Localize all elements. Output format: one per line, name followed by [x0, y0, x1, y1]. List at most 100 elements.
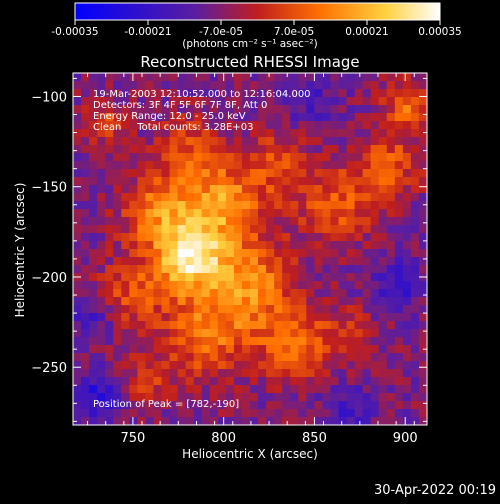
heatmap-cell: [177, 193, 187, 202]
heatmap-cell: [81, 329, 90, 338]
annotation-time-range: 19-Mar-2003 12:10:52.000 to 12:16:04.000: [93, 89, 311, 100]
heatmap-cell: [418, 201, 427, 210]
heatmap-cell: [129, 417, 138, 425]
heatmap-cell: [161, 225, 170, 234]
heatmap-cell: [153, 121, 162, 130]
heatmap-cell: [314, 369, 323, 378]
heatmap-cell: [217, 137, 227, 146]
heatmap-cell: [290, 73, 299, 82]
heatmap-cell: [378, 105, 388, 114]
heatmap-cell: [73, 209, 82, 218]
heatmap-cell: [217, 281, 227, 290]
heatmap-cell: [418, 89, 427, 98]
heatmap-cell: [225, 193, 235, 202]
heatmap-cell: [386, 81, 396, 90]
heatmap-cell: [258, 225, 267, 234]
heatmap-cell: [258, 297, 267, 306]
heatmap-cell: [298, 393, 307, 402]
heatmap-cell: [225, 73, 235, 82]
heatmap-cell: [169, 273, 178, 282]
heatmap-cell: [145, 369, 154, 378]
heatmap-cell: [73, 105, 82, 114]
heatmap-cell: [274, 329, 283, 338]
heatmap-cell: [410, 73, 420, 82]
heatmap-cell: [113, 345, 122, 354]
heatmap-cell: [378, 281, 388, 290]
heatmap-cell: [161, 217, 170, 226]
heatmap-cell: [394, 153, 404, 162]
heatmap-cell: [306, 193, 315, 202]
heatmap-cell: [129, 281, 138, 290]
heatmap-cell: [250, 217, 259, 226]
heatmap-cell: [177, 321, 187, 330]
heatmap-cell: [217, 313, 227, 322]
heatmap-cell: [81, 113, 90, 122]
heatmap-cell: [121, 105, 130, 114]
heatmap-cell: [169, 305, 178, 314]
heatmap-cell: [322, 305, 331, 314]
heatmap-cell: [217, 81, 227, 90]
heatmap-cell: [121, 417, 130, 425]
heatmap-cell: [266, 305, 275, 314]
heatmap-cell: [121, 161, 130, 170]
heatmap-cell: [129, 289, 138, 298]
heatmap-cell: [370, 73, 380, 82]
heatmap-cell: [250, 233, 259, 242]
heatmap-cell: [145, 161, 154, 170]
heatmap-cell: [354, 401, 364, 410]
heatmap-cell: [169, 81, 178, 90]
heatmap-cell: [193, 313, 203, 322]
heatmap-cell: [306, 329, 315, 338]
heatmap-cell: [266, 241, 275, 250]
heatmap-cell: [169, 281, 178, 290]
heatmap-cell: [274, 361, 283, 370]
heatmap-cell: [73, 409, 82, 418]
heatmap-cell: [370, 153, 380, 162]
heatmap-cell: [89, 169, 98, 178]
heatmap-cell: [274, 161, 283, 170]
heatmap-cell: [225, 145, 235, 154]
heatmap-cell: [201, 345, 211, 354]
heatmap-cell: [233, 201, 243, 210]
heatmap-cell: [298, 209, 307, 218]
heatmap-cell: [290, 369, 299, 378]
heatmap-cell: [282, 401, 291, 410]
heatmap-cell: [129, 273, 138, 282]
heatmap-cell: [217, 153, 227, 162]
heatmap-cell: [370, 409, 380, 418]
heatmap-cell: [378, 129, 388, 138]
heatmap-cell: [394, 361, 404, 370]
heatmap-cell: [298, 337, 307, 346]
heatmap-cell: [129, 385, 138, 394]
heatmap-cell: [362, 305, 372, 314]
heatmap-cell: [201, 97, 211, 106]
heatmap-cell: [121, 121, 130, 130]
heatmap-cell: [330, 337, 339, 346]
heatmap-cell: [225, 153, 235, 162]
heatmap-cell: [266, 409, 275, 418]
heatmap-cell: [73, 297, 82, 306]
heatmap-cell: [105, 233, 114, 242]
heatmap-cell: [121, 257, 130, 266]
heatmap-cell: [169, 121, 178, 130]
heatmap-cell: [314, 289, 323, 298]
heatmap-cell: [113, 273, 122, 282]
heatmap-cell: [306, 337, 315, 346]
heatmap-cell: [233, 401, 243, 410]
heatmap-cell: [185, 409, 195, 418]
heatmap-cell: [378, 201, 388, 210]
heatmap-cell: [250, 273, 259, 282]
heatmap-cell: [161, 353, 170, 362]
heatmap-cell: [266, 297, 275, 306]
heatmap-cell: [145, 137, 154, 146]
heatmap-cell: [209, 193, 219, 202]
heatmap-cell: [322, 185, 331, 194]
heatmap-cell: [129, 137, 138, 146]
heatmap-cell: [193, 105, 203, 114]
heatmap-cell: [298, 129, 307, 138]
heatmap-cell: [145, 217, 154, 226]
heatmap-cell: [193, 385, 203, 394]
heatmap-cell: [330, 89, 339, 98]
heatmap-cell: [137, 345, 146, 354]
heatmap-cell: [402, 161, 412, 170]
